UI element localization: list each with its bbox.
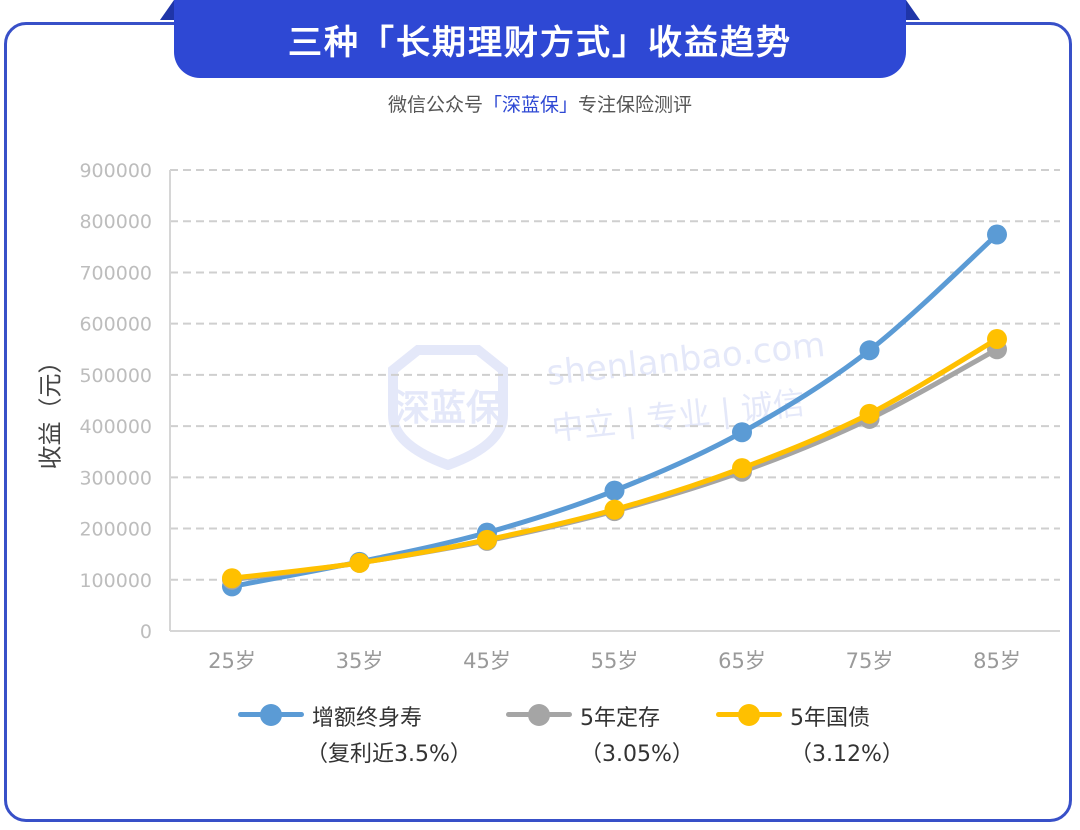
x-tick-label: 75岁: [846, 649, 894, 673]
y-tick-label: 700000: [79, 262, 152, 284]
legend-name-2: 5年定存: [580, 706, 660, 731]
subtitle-suffix: 专注保险测评: [578, 94, 693, 116]
data-point-series-1: [732, 422, 752, 443]
legend-note-3: （3.12%）: [790, 742, 904, 767]
legend-note-2: （3.05%）: [580, 742, 694, 767]
x-tick-label: 35岁: [336, 649, 384, 673]
legend-name-1: 增额终身寿: [312, 706, 423, 731]
y-tick-label: 100000: [79, 570, 152, 592]
title-banner: 三种「长期理财方式」收益趋势: [160, 0, 920, 78]
legend-swatch-3: [716, 704, 782, 726]
y-tick-label: 400000: [79, 416, 152, 438]
data-point-series-1: [604, 480, 625, 501]
data-point-series-3: [222, 568, 242, 589]
x-tick-label: 55岁: [591, 649, 639, 673]
data-point-series-3: [987, 329, 1007, 350]
page-title: 三种「长期理财方式」收益趋势: [288, 22, 792, 63]
y-tick-label: 900000: [79, 160, 152, 182]
data-point-series-1: [987, 224, 1007, 245]
data-point-series-3: [349, 552, 370, 573]
subtitle-brand: 「深蓝保」: [482, 94, 578, 116]
legend-swatch-2: [506, 704, 572, 726]
x-tick-label: 65岁: [718, 649, 766, 673]
y-tick-label: 0: [140, 621, 152, 643]
y-tick-label: 200000: [79, 519, 152, 541]
subtitle: 微信公众号「深蓝保」专注保险测评: [0, 90, 1080, 117]
y-tick-label: 500000: [79, 365, 152, 387]
y-tick-label: 300000: [79, 467, 152, 489]
legend-swatch-1: [238, 704, 304, 726]
chart-card: [4, 22, 1072, 822]
legend-name-3: 5年国债: [790, 706, 870, 731]
legend-note-1: （复利近3.5%）: [306, 742, 472, 767]
x-tick-label: 45岁: [463, 649, 511, 673]
data-point-series-3: [859, 403, 880, 424]
y-tick-label: 600000: [79, 314, 152, 336]
data-point-series-3: [477, 529, 497, 550]
line-chart: 0 100000 200000 300000 400000 500000 600000 700…: [79, 160, 1060, 673]
y-tick-label: 800000: [79, 211, 152, 233]
data-point-series-3: [732, 458, 752, 479]
data-point-series-3: [604, 499, 625, 520]
data-point-series-1: [859, 340, 880, 361]
subtitle-prefix: 微信公众号: [387, 94, 483, 116]
legend: 增额终身寿 （复利近3.5%） 5年定存 （3.05%） 5年国债 （3.12%…: [0, 700, 1080, 770]
x-tick-label: 25岁: [208, 649, 256, 673]
series-line-2: [229, 346, 1000, 583]
x-tick-label: 85岁: [973, 649, 1021, 673]
